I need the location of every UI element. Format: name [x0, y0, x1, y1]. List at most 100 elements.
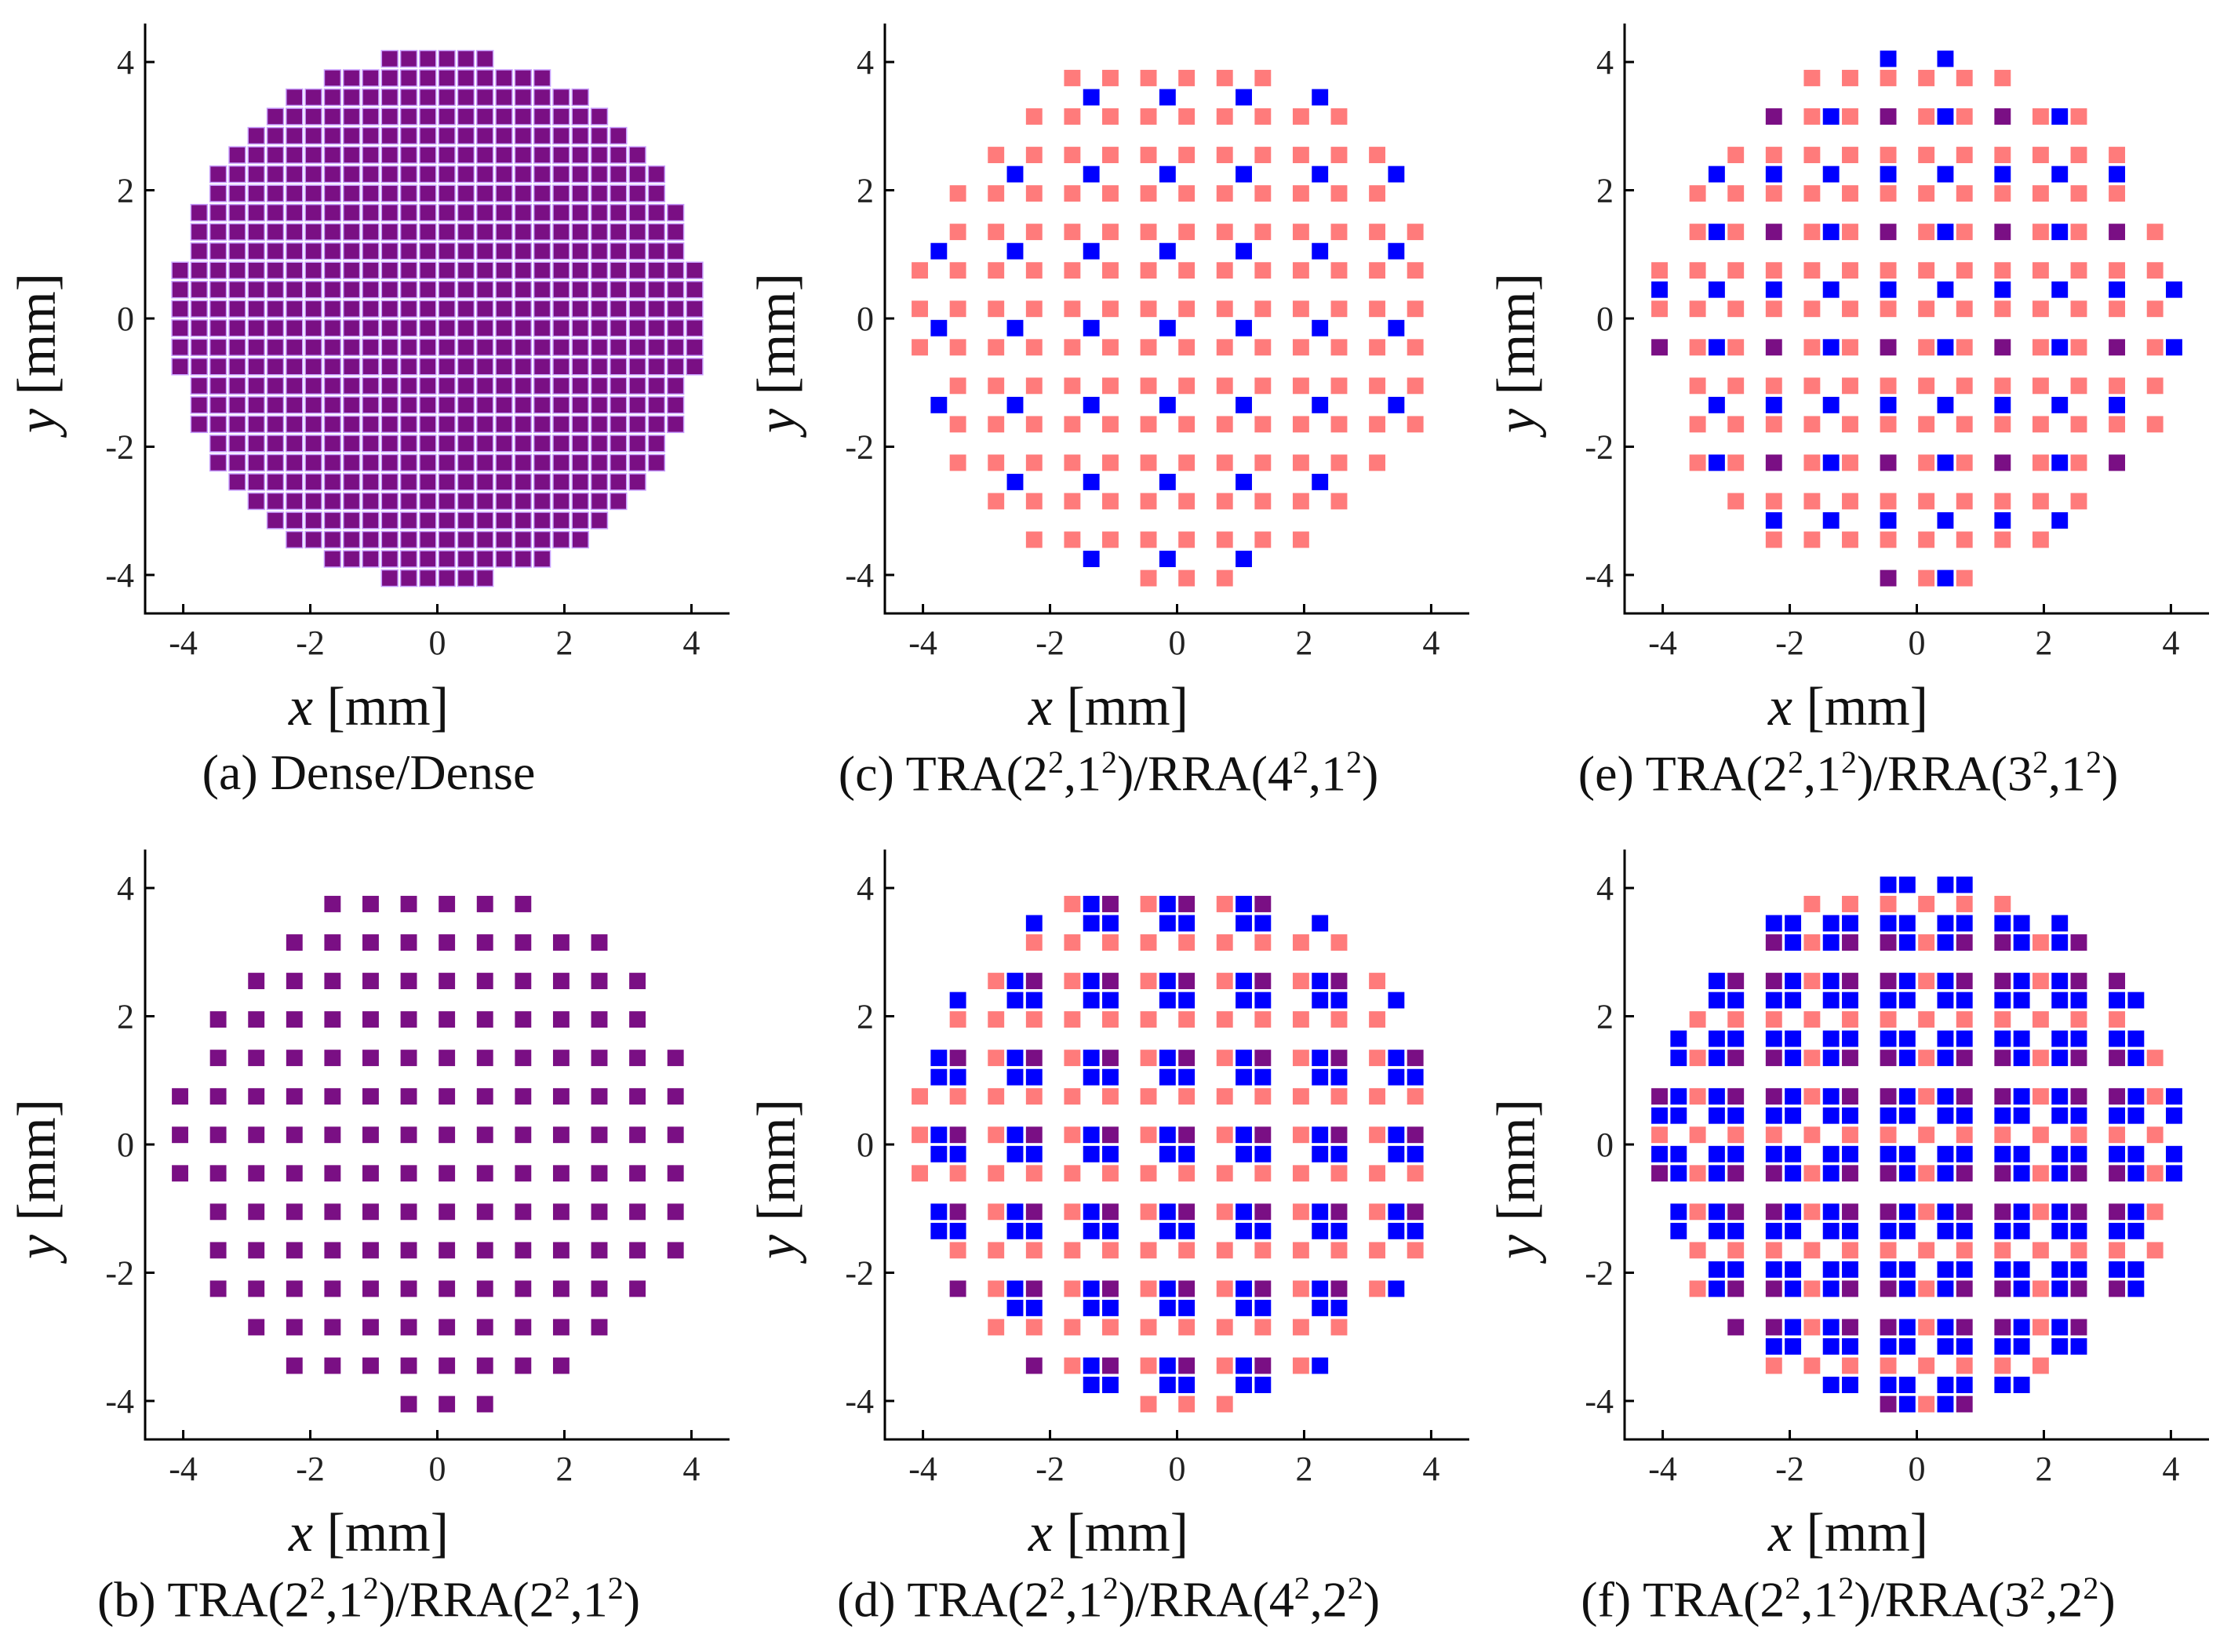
element-dense	[362, 511, 380, 529]
element-rra	[1159, 89, 1176, 106]
element-tra	[1803, 1280, 1821, 1297]
element-tra	[1803, 339, 1821, 356]
element-rra	[2070, 1107, 2087, 1124]
element-both	[362, 934, 379, 951]
element-both	[400, 896, 417, 912]
element-dense	[533, 223, 551, 241]
element-dense	[533, 511, 551, 529]
element-rra	[1898, 1395, 1916, 1413]
element-dense	[552, 107, 570, 126]
element-rra	[2013, 1222, 2030, 1239]
element-dense	[628, 223, 646, 241]
element-dense	[362, 223, 380, 241]
element-dense	[533, 338, 551, 356]
element-both	[552, 1088, 570, 1105]
element-both	[1025, 1203, 1043, 1221]
element-dense	[495, 530, 513, 549]
element-dense	[590, 492, 609, 511]
element-both	[476, 1088, 493, 1105]
element-rra	[2051, 1088, 2069, 1105]
element-dense	[304, 530, 322, 549]
x-tick-label: -2	[1775, 624, 1804, 662]
element-dense	[304, 146, 322, 164]
element-tra	[1918, 262, 1935, 279]
element-tra	[2109, 377, 2126, 395]
element-tra	[1025, 300, 1043, 318]
element-tra	[1765, 1011, 1782, 1028]
element-dense	[342, 319, 361, 337]
element-tra	[1918, 108, 1935, 125]
element-dense	[438, 511, 456, 529]
element-both	[324, 1319, 341, 1336]
element-rra	[1236, 166, 1252, 183]
element-rra	[1025, 915, 1043, 932]
element-dense	[228, 203, 246, 222]
y-tick-label: 0	[857, 300, 874, 338]
element-rra	[1937, 1088, 1954, 1105]
element-dense	[571, 358, 589, 376]
element-dense	[495, 165, 513, 184]
element-tra	[2070, 262, 2087, 279]
array-elements	[912, 896, 1424, 1413]
element-tra	[2032, 1280, 2049, 1297]
element-both	[949, 1126, 966, 1144]
element-dense	[438, 126, 456, 145]
element-tra	[1842, 300, 1858, 318]
element-rra	[1670, 1165, 1687, 1182]
element-tra	[2109, 1126, 2126, 1144]
element-tra	[1292, 1088, 1309, 1105]
y-tick-label: 2	[1596, 172, 1614, 210]
element-tra	[1689, 454, 1706, 471]
element-rra	[2109, 1030, 2126, 1047]
x-tick-label: 2	[1295, 1450, 1312, 1488]
element-both	[1727, 1319, 1745, 1336]
element-tra	[1064, 1203, 1081, 1221]
element-rra	[1388, 319, 1405, 337]
element-tra	[1880, 531, 1897, 548]
element-rra	[1956, 1377, 1973, 1393]
element-tra	[1727, 300, 1745, 318]
element-dense	[552, 88, 570, 107]
element-rra	[1785, 1165, 1802, 1182]
element-rra	[1083, 1126, 1100, 1144]
element-both	[515, 934, 532, 951]
element-both	[324, 934, 341, 951]
element-dense	[495, 107, 513, 126]
element-tra	[2070, 185, 2087, 202]
element-dense	[247, 281, 265, 299]
element-tra	[1292, 531, 1309, 548]
element-both	[1880, 454, 1897, 471]
x-symbol: x	[1028, 1503, 1054, 1563]
element-tra	[1216, 896, 1233, 912]
element-tra	[1369, 1088, 1386, 1105]
element-rra	[930, 319, 948, 337]
element-both	[2109, 1203, 2126, 1221]
element-dense	[323, 165, 342, 184]
element-tra	[1140, 1395, 1157, 1413]
element-both	[1727, 1050, 1745, 1067]
element-rra	[1937, 50, 1954, 67]
element-both	[286, 1242, 303, 1259]
element-tra	[2032, 1126, 2049, 1144]
element-dense	[610, 203, 628, 222]
element-rra	[1236, 973, 1252, 990]
y-tick-label: -2	[845, 1254, 874, 1292]
element-tra	[1254, 531, 1272, 548]
element-dense	[438, 242, 456, 260]
element-dense	[686, 319, 704, 337]
element-dense	[590, 165, 609, 184]
element-dense	[552, 358, 570, 376]
element-rra	[1159, 992, 1176, 1009]
element-dense	[399, 300, 418, 318]
element-rra	[1765, 1145, 1782, 1163]
element-tra	[1216, 1126, 1233, 1144]
element-dense	[571, 453, 589, 472]
element-tra	[1880, 377, 1897, 395]
element-dense	[209, 377, 227, 395]
element-tra	[988, 416, 1005, 433]
element-both	[362, 1357, 379, 1374]
element-dense	[380, 377, 399, 395]
element-tra	[1765, 531, 1782, 548]
element-tra	[1369, 454, 1386, 471]
